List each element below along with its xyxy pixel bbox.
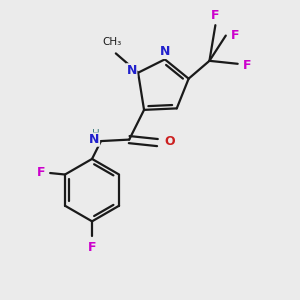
Text: F: F [211, 9, 220, 22]
Text: O: O [164, 136, 175, 148]
Text: F: F [243, 59, 251, 72]
Text: CH₃: CH₃ [103, 37, 122, 47]
Text: F: F [37, 166, 46, 178]
Text: N: N [126, 64, 137, 77]
Text: H: H [92, 129, 100, 139]
Text: F: F [88, 241, 96, 254]
Text: F: F [231, 29, 240, 42]
Text: N: N [160, 45, 170, 58]
Text: N: N [89, 133, 100, 146]
